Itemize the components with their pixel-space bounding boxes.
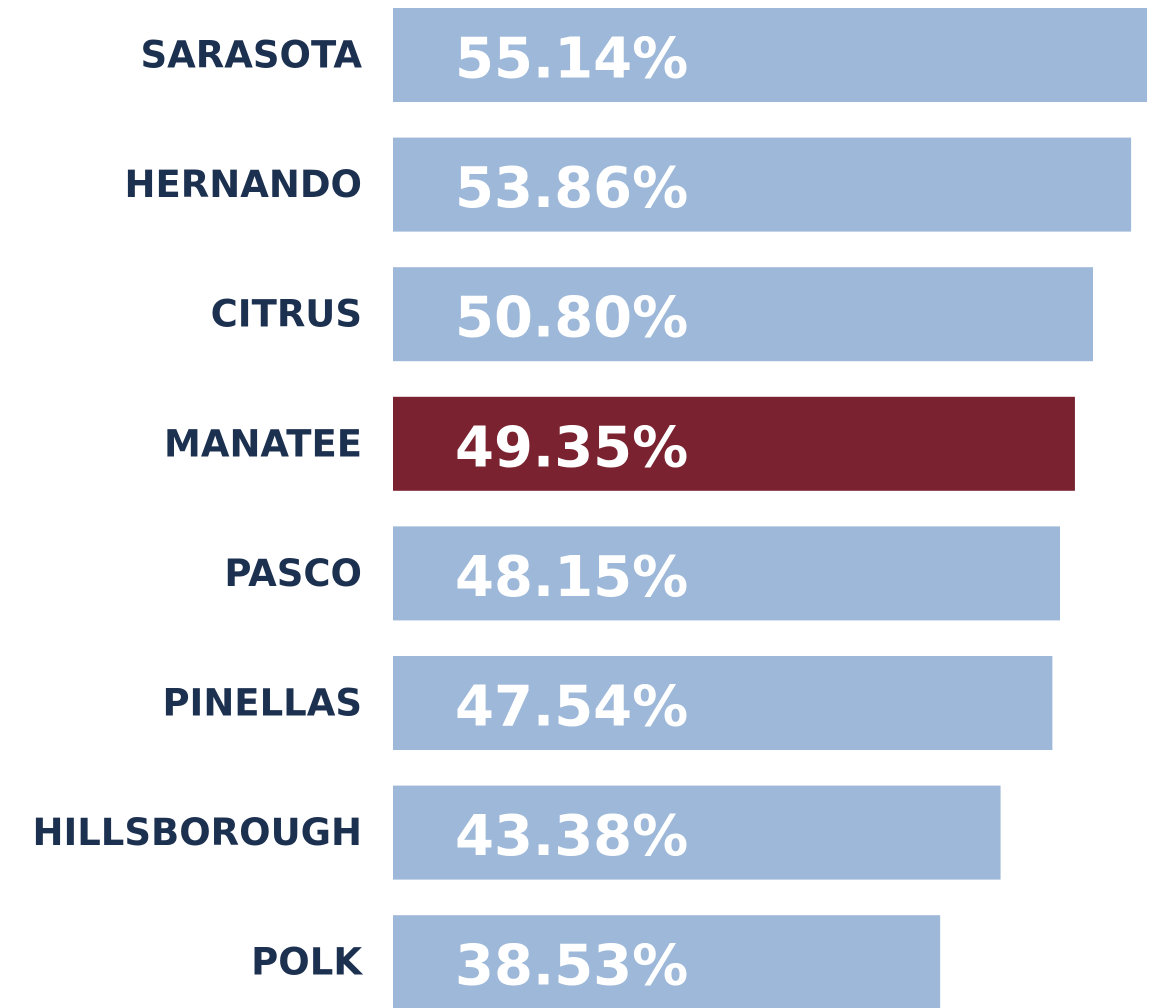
category-label: MANATEE [164,422,362,465]
bar [393,137,1132,232]
bar [393,656,1053,750]
category-label: PINELLAS [162,682,362,725]
category-label: SARASOTA [140,34,362,77]
value-label: 53.86% [455,156,688,221]
category-label: HILLSBOROUGH [32,811,362,854]
bar [393,526,1060,621]
category-label: HERNANDO [125,163,362,206]
category-label: PASCO [224,552,362,595]
value-label: 47.54% [455,675,688,740]
bar [393,915,941,1008]
bar [393,396,1075,491]
value-label: 43.38% [455,804,688,869]
bar [393,785,1001,880]
value-label: 48.15% [455,545,688,610]
value-label: 38.53% [455,934,688,999]
value-label: 50.80% [455,286,688,351]
category-label: CITRUS [211,293,362,336]
bar [393,267,1093,362]
category-label: POLK [251,941,363,984]
value-label: 49.35% [455,415,688,480]
value-label: 55.14% [455,27,688,92]
bar [393,8,1148,102]
